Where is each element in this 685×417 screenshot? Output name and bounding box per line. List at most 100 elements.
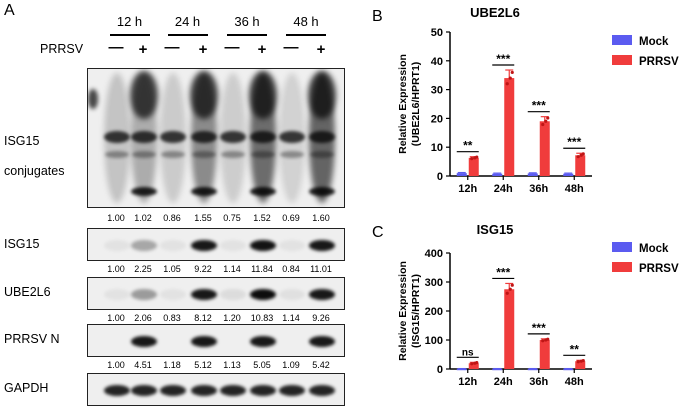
bar-prrsv (504, 289, 515, 369)
significance-label: *** (532, 99, 546, 113)
blot-band (160, 131, 186, 143)
y-axis-label-line: Relative Expression (397, 261, 409, 361)
blot-band (220, 385, 246, 396)
blot-band (160, 385, 186, 396)
data-point (541, 122, 545, 127)
band-ratio: 11.01 (310, 264, 332, 274)
data-point (546, 116, 550, 120)
time-underline (109, 34, 150, 36)
data-point (576, 155, 580, 159)
band-ratio: 9.22 (194, 264, 212, 274)
western-blot-gapdh (87, 373, 345, 406)
band-ratio: 4.51 (134, 360, 152, 370)
blot-band (250, 240, 276, 251)
y-tick-label: 0 (437, 364, 443, 376)
time-label: 36 h (234, 14, 260, 29)
band-ratio: 9.26 (312, 313, 330, 323)
blot-band (220, 240, 246, 251)
band-ratio: 0.83 (163, 313, 181, 323)
time-underline (227, 34, 267, 36)
blot-row-label: ISG15 (4, 134, 40, 148)
time-label: 12 h (116, 14, 143, 29)
western-blot-ube2l6 (87, 277, 345, 310)
y-axis-label-line: (ISG15/HPRT1) (410, 274, 422, 348)
band-ratio: 1.52 (253, 213, 271, 223)
blot-band (191, 289, 217, 300)
band-ratio: 8.12 (194, 313, 212, 323)
chart-title: UBE2L6 (470, 5, 520, 20)
legend-swatch (612, 242, 632, 252)
data-point (470, 362, 474, 366)
blot-band (250, 187, 276, 196)
band-ratio: 0.75 (223, 213, 241, 223)
chart-title: ISG15 (477, 222, 514, 237)
y-tick-label: 100 (425, 335, 443, 347)
minus-sign: — (224, 39, 240, 56)
blot-band (132, 151, 156, 158)
bar-mock (563, 368, 574, 371)
blot-band (130, 71, 158, 119)
y-tick-label: 20 (431, 113, 443, 125)
blot-band (308, 71, 336, 119)
data-point (581, 152, 585, 156)
time-underline (167, 34, 208, 36)
y-axis-label: Relative Expression(UBE2L6/HPRT1) (397, 54, 422, 154)
blot-band (220, 131, 246, 143)
blot-band (131, 187, 157, 196)
band-ratio: 1.14 (223, 264, 241, 274)
blot-band (309, 385, 335, 396)
blot-band (104, 289, 130, 300)
legend-label: PRRSV (639, 56, 679, 68)
y-tick-label: 50 (431, 27, 443, 39)
legend-swatch (612, 35, 632, 45)
data-point (544, 119, 548, 123)
bar-mock (527, 173, 538, 176)
band-ratio: 1.14 (282, 313, 300, 323)
blot-band (160, 240, 186, 251)
plus-sign: + (316, 41, 326, 58)
band-ratio: 11.84 (251, 264, 273, 274)
y-axis-label-line: (UBE2L6/HPRT1) (410, 62, 422, 147)
western-blot-isg15-conjugates (87, 68, 345, 208)
x-tick-label: 12h (458, 183, 477, 195)
blot-band (309, 336, 335, 347)
band-ratio: 1.02 (134, 213, 152, 223)
band-ratio: 1.18 (163, 360, 181, 370)
blot-band (191, 240, 217, 251)
bar-mock (456, 368, 467, 371)
bar-mock (492, 368, 503, 371)
blot-band (131, 336, 157, 347)
y-tick-label: 40 (431, 56, 443, 68)
plus-sign: + (198, 41, 208, 58)
blot-band (104, 131, 130, 143)
data-point (470, 157, 474, 161)
x-tick-label: 24h (494, 183, 513, 195)
band-ratio: 10.83 (250, 313, 274, 323)
band-ratio: 0.69 (282, 213, 300, 223)
minus-sign: — (164, 39, 180, 56)
band-ratio: 5.42 (312, 360, 330, 370)
blot-band (105, 151, 129, 158)
blot-row-label: ISG15 (4, 237, 40, 251)
blot-band (309, 131, 335, 143)
band-ratio: 1.60 (312, 213, 330, 223)
blot-band (250, 289, 276, 300)
blot-band (280, 151, 304, 158)
blot-band (250, 336, 276, 347)
blot-band (279, 289, 305, 300)
data-point (508, 287, 512, 291)
band-ratio: 1.00 (107, 313, 125, 323)
x-tick-label: 24h (494, 376, 513, 388)
data-point (510, 283, 514, 287)
significance-label: *** (496, 52, 510, 66)
blot-band (191, 385, 217, 396)
blot-band (190, 71, 218, 119)
blot-row-label: PRRSV N (4, 332, 60, 346)
legend-swatch (612, 55, 632, 65)
y-axis-label-line: Relative Expression (397, 54, 409, 154)
y-axis-label: Relative Expression(ISG15/HPRT1) (397, 261, 422, 361)
blot-band (131, 131, 157, 143)
significance-label: ** (570, 342, 580, 356)
band-ratio: 1.09 (282, 360, 300, 370)
significance-label: ns (462, 347, 474, 358)
